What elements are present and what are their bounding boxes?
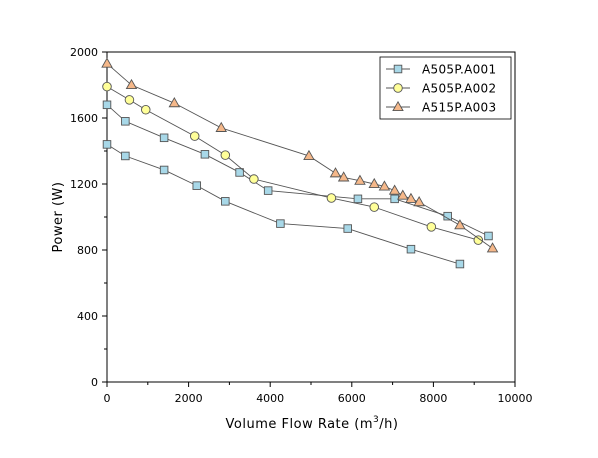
data-point bbox=[220, 150, 231, 160]
legend-label: A505P.A002 bbox=[422, 82, 496, 96]
data-point bbox=[486, 242, 499, 253]
x-tick-label: 0 bbox=[104, 392, 111, 405]
data-point bbox=[388, 184, 401, 195]
data-point bbox=[192, 181, 202, 190]
data-point bbox=[200, 150, 210, 159]
x-axis-title: Volume Flow Rate (m3/h) bbox=[226, 415, 399, 432]
y-tick-label: 1200 bbox=[70, 178, 98, 191]
y-tick-label: 2000 bbox=[70, 46, 98, 59]
legend-label: A505P.A001 bbox=[422, 63, 496, 77]
legend-marker bbox=[393, 83, 403, 93]
data-point bbox=[159, 133, 169, 143]
data-point bbox=[121, 151, 130, 161]
x-tick-label: 10000 bbox=[498, 392, 533, 405]
series-1 bbox=[102, 140, 465, 269]
legend-marker bbox=[392, 100, 404, 112]
data-point bbox=[390, 194, 399, 204]
series-layer bbox=[101, 57, 499, 269]
data-point bbox=[455, 259, 465, 269]
y-tick-label: 1600 bbox=[70, 112, 98, 125]
series-4 bbox=[101, 57, 499, 253]
data-point bbox=[101, 57, 113, 68]
x-axis-title-main: Volume Flow Rate (m bbox=[226, 417, 373, 432]
data-point bbox=[326, 193, 337, 203]
data-point bbox=[235, 168, 244, 177]
y-tick-label: 400 bbox=[77, 310, 98, 323]
data-point bbox=[337, 171, 350, 182]
x-tick-label: 2000 bbox=[175, 392, 203, 405]
data-point bbox=[343, 224, 352, 233]
y-tick-label: 0 bbox=[91, 376, 98, 389]
data-point bbox=[215, 121, 228, 132]
data-point bbox=[329, 167, 342, 178]
data-point bbox=[124, 95, 135, 105]
series-line bbox=[106, 86, 479, 241]
data-point bbox=[406, 244, 416, 254]
data-point bbox=[125, 78, 138, 90]
data-point bbox=[263, 186, 273, 195]
data-point bbox=[368, 177, 381, 189]
data-point bbox=[141, 104, 151, 115]
legend-entry: A505P.A002 bbox=[386, 82, 496, 96]
data-point bbox=[378, 180, 391, 191]
legend-entry: A505P.A001 bbox=[386, 63, 496, 77]
x-tick-label: 4000 bbox=[256, 392, 284, 405]
data-point bbox=[454, 219, 466, 230]
x-axis-title-tail: /h) bbox=[379, 417, 398, 432]
x-tick-label: 6000 bbox=[338, 392, 366, 405]
data-point bbox=[369, 202, 379, 212]
x-tick-label: 8000 bbox=[419, 392, 447, 405]
data-point bbox=[168, 97, 181, 108]
series-3 bbox=[102, 81, 484, 245]
data-point bbox=[276, 219, 285, 228]
data-point bbox=[303, 149, 315, 161]
data-point bbox=[102, 140, 112, 149]
data-point bbox=[189, 131, 200, 141]
data-point bbox=[159, 165, 169, 175]
data-point bbox=[121, 117, 130, 126]
data-point bbox=[354, 174, 366, 185]
x-axis-title-sup: 3 bbox=[373, 415, 379, 425]
data-point bbox=[249, 174, 259, 184]
data-point bbox=[102, 81, 112, 92]
axes: 0 2000 4000 6000 8000 10000 0 400 800 1200 1600 200… bbox=[70, 46, 533, 405]
legend-marker bbox=[393, 64, 403, 74]
data-point bbox=[484, 231, 493, 241]
legend-entry: A515P.A003 bbox=[386, 101, 496, 115]
y-tick-label: 800 bbox=[77, 244, 98, 257]
data-point bbox=[426, 222, 437, 232]
y-axis-title: Power (W) bbox=[51, 182, 66, 253]
legend: A505P.A001 A505P.A002 A515P.A003 bbox=[379, 56, 512, 120]
data-point bbox=[102, 100, 112, 110]
data-point bbox=[413, 196, 425, 207]
data-point bbox=[473, 235, 484, 245]
data-point bbox=[221, 197, 230, 206]
data-point bbox=[397, 189, 409, 200]
legend-label: A515P.A003 bbox=[422, 101, 496, 115]
data-point bbox=[405, 192, 417, 203]
data-point bbox=[353, 194, 363, 204]
